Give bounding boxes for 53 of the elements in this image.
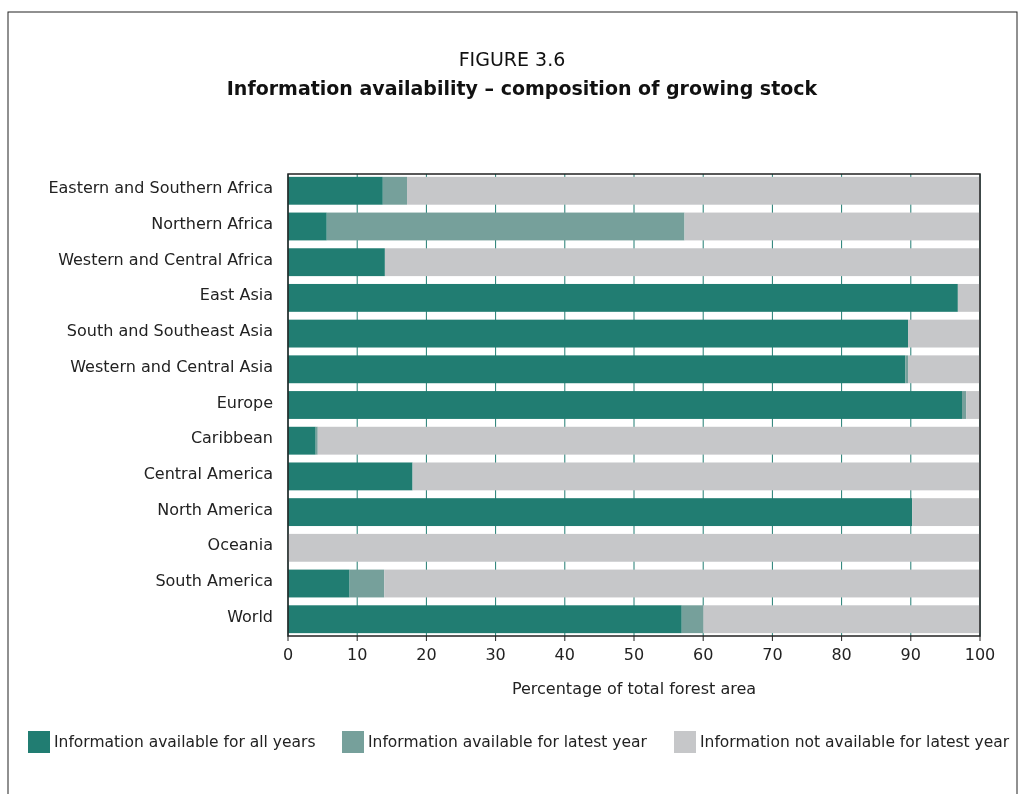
y-tick-label: Western and Central Africa (58, 249, 273, 269)
bar (382, 176, 408, 205)
y-tick-label: Northern Africa (151, 213, 273, 233)
bar (288, 212, 327, 241)
bar (407, 176, 980, 205)
x-tick-label: 50 (623, 645, 645, 664)
y-tick-label: Eastern and Southern Africa (48, 178, 273, 198)
x-tick-label: 70 (762, 645, 783, 664)
bar (966, 391, 980, 419)
bar (384, 248, 980, 277)
bar (908, 319, 980, 348)
y-tick-label: North America (157, 499, 273, 519)
y-tick-label: Central America (143, 463, 273, 483)
bar (317, 426, 980, 455)
bar (912, 498, 980, 527)
bar (962, 391, 967, 419)
bar (905, 355, 909, 384)
legend-label: Information not available for latest year (700, 732, 1010, 751)
bar (957, 283, 980, 312)
x-tick-label: 90 (900, 645, 921, 664)
bar (288, 426, 316, 455)
bar (681, 605, 704, 634)
legend-label: Information available for latest year (368, 732, 648, 751)
x-tick-label: 10 (347, 645, 368, 664)
y-tick-label: East Asia (199, 285, 273, 305)
bar (684, 212, 980, 241)
x-tick-label: 30 (485, 645, 506, 664)
bar (703, 605, 980, 634)
x-tick-label: 60 (693, 645, 714, 664)
chart-title: FIGURE 3.6 (458, 48, 566, 70)
x-tick-label: 0 (282, 645, 294, 664)
chart-subtitle: Information availability – composition of growing stock (226, 77, 818, 99)
y-tick-label: Caribbean (190, 428, 273, 448)
x-tick-label: 80 (831, 645, 852, 664)
x-tick-label: 20 (416, 645, 437, 664)
bar (326, 212, 685, 241)
y-tick-label: South America (155, 571, 273, 591)
x-tick-label: 100 (964, 645, 996, 664)
bar (288, 569, 350, 598)
y-tick-label: South and Southeast Asia (66, 321, 273, 341)
bar (384, 569, 980, 598)
bar (412, 462, 980, 491)
x-axis-title: Percentage of total forest area (511, 679, 757, 698)
legend-label: Information available for all years (54, 732, 316, 751)
bar (315, 426, 318, 455)
x-tick-label: 40 (554, 645, 575, 664)
bar (349, 569, 385, 598)
bar (288, 533, 980, 562)
bar (908, 355, 980, 384)
y-tick-label: Oceania (207, 535, 273, 555)
y-tick-label: Western and Central Asia (70, 356, 273, 376)
y-tick-label: World (227, 606, 273, 626)
y-tick-label: Europe (216, 392, 273, 412)
